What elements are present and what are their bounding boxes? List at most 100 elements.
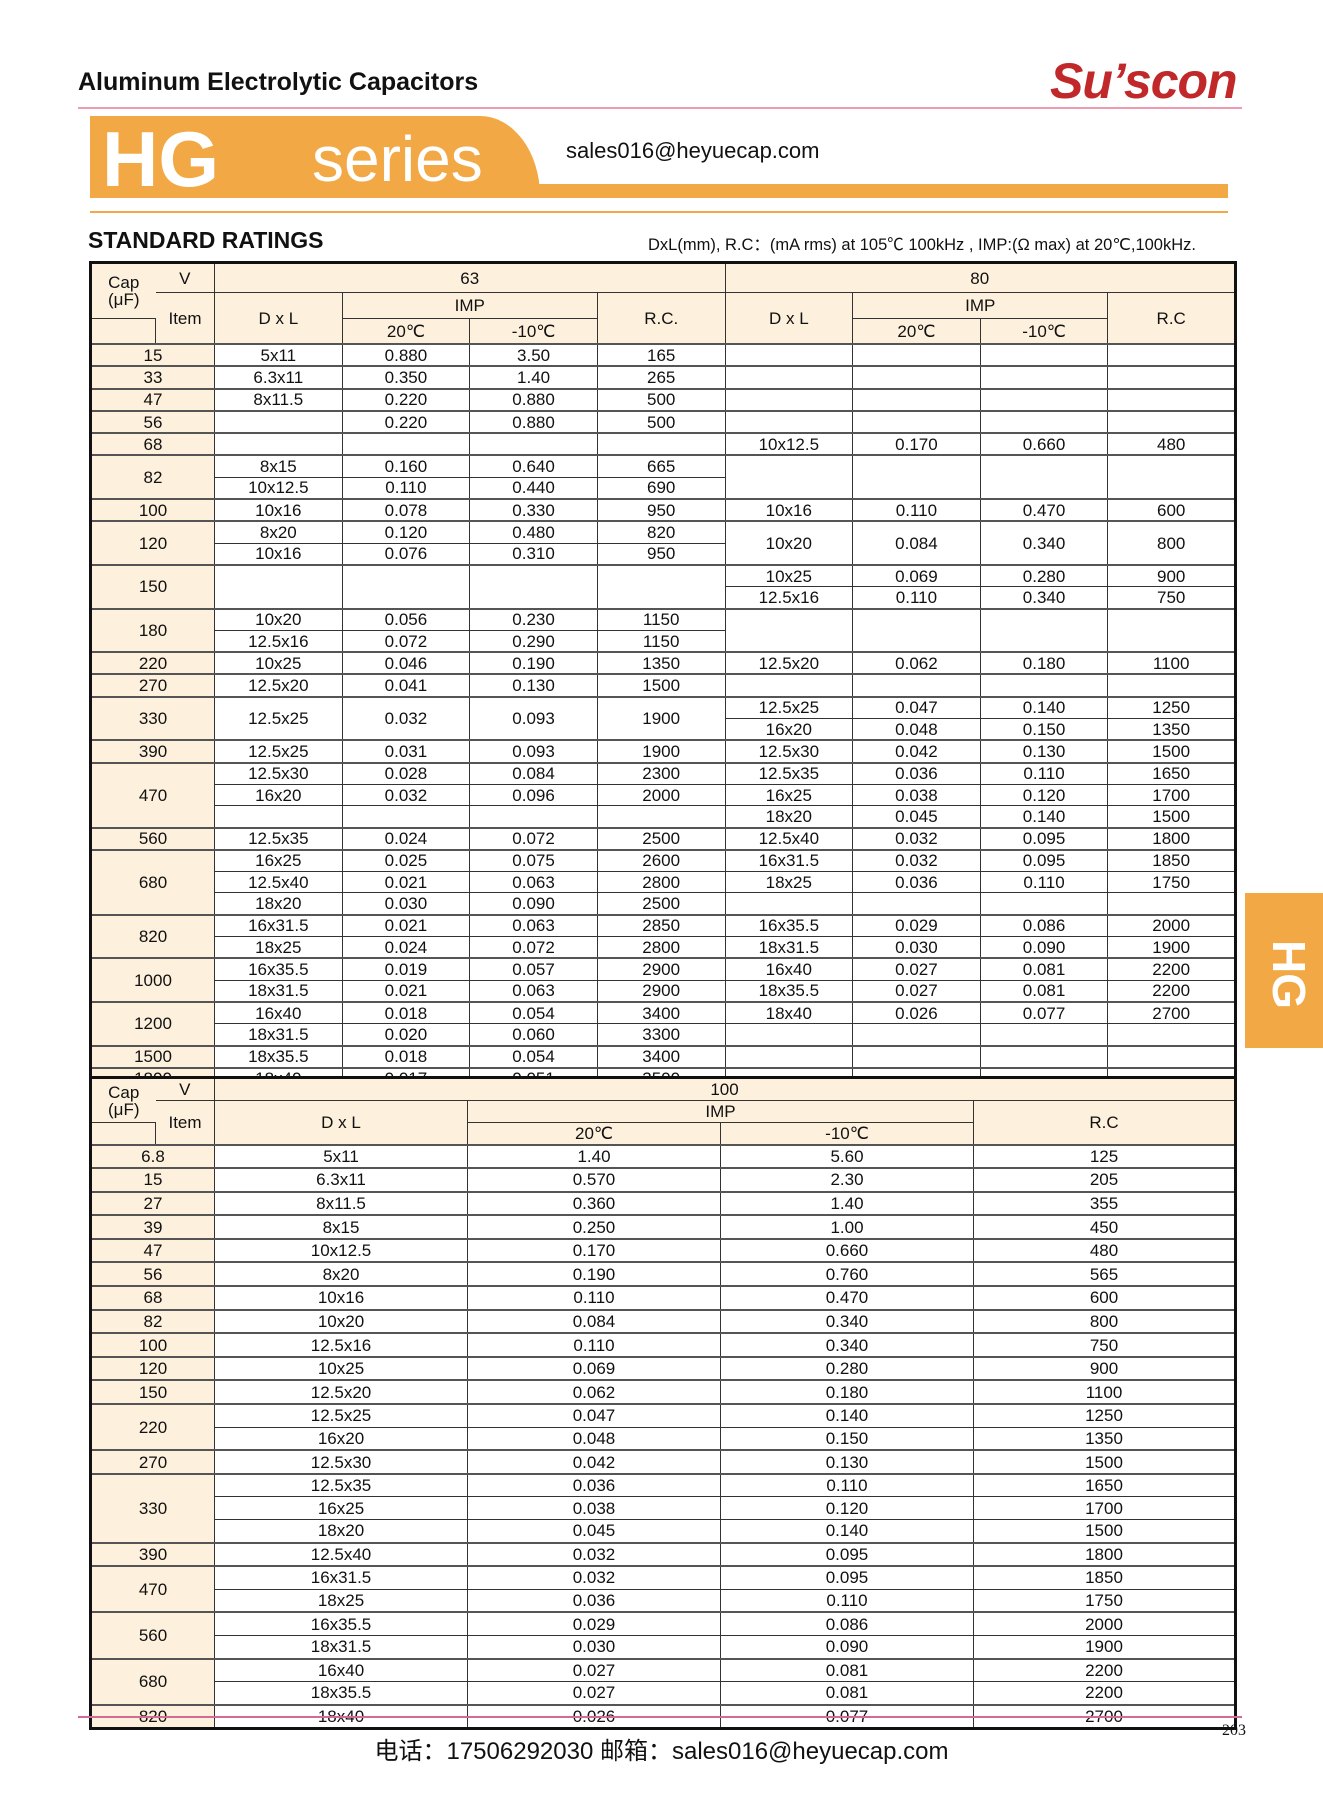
table-row: 47 10x12.5 0.170 0.660 480 [90,1237,1236,1263]
rc-cell: 1250 [1107,695,1236,720]
empty-cell [979,1044,1109,1069]
table-row: 180 10x20 0.056 0.230 1150 [90,607,1236,653]
cap-header: Cap (μF) [90,1077,156,1123]
rc-cell [1107,892,1236,916]
imp-minus10c-cell: 0.340 [979,586,1109,610]
table-row: 16x20 0.032 0.096 2000 16x25 0.038 0.120 1700 [91,783,1236,807]
capacitance-cell: 220 [90,1403,215,1451]
rc-cell: 2500 [596,892,726,916]
imp-20c-cell: 0.110 [467,1332,721,1358]
imp-20c-cell: 0.220 [341,387,471,412]
rc-cell: 600 [1107,498,1236,522]
imp-minus10c-cell: 0.640 [469,454,598,478]
contact-email: sales016@heyuecap.com [566,138,820,163]
empty-cell [979,342,1109,367]
imp-20c-cell: 0.030 [467,1634,721,1660]
empty-cell [852,454,981,500]
capacitance-cell: 270 [90,673,215,698]
dxl-cell: 16x40 [214,1000,343,1025]
dxl-cell: 16x40 [214,1657,468,1683]
dxl-cell: 18x25 [214,936,343,959]
imp-20c-cell: 0.078 [341,498,471,522]
capacitance-cell: 39 [90,1214,215,1240]
voltage-header: V [155,1077,215,1101]
dxl-cell: 12.5x35 [214,826,343,851]
capacitance-cell: 47 [90,1237,215,1263]
imp-minus10c-cell [979,892,1109,916]
imp-minus10c-cell: 0.290 [469,629,598,653]
table-row: 18x20 0.045 0.140 1500 [91,1518,1236,1544]
capacitance-cell: 120 [90,520,215,566]
rc-cell: 1100 [1107,651,1236,675]
rc-cell: 500 [596,409,726,434]
imp-20c-cell: 0.160 [341,454,471,478]
capacitance-cell: 220 [90,651,215,675]
imp-20c-cell: 0.062 [852,651,981,675]
table-row: 82 10x20 0.084 0.340 800 [90,1308,1236,1334]
imp-minus10c-cell: 0.140 [720,1518,974,1544]
imp-minus10c-cell: 0.095 [979,826,1109,851]
imp-minus10c-cell: 0.063 [469,979,598,1003]
table-row: 82 8x15 0.160 0.640 665 [90,454,1236,500]
dxl-header: D x L [214,292,343,345]
capacitance-cell: 68 [90,1285,215,1311]
table-row: 680 16x25 0.025 0.075 2600 16x31.5 0.032 0.095 1… [90,848,1236,916]
imp-minus10c-cell [469,805,598,829]
capacitance-cell: 82 [90,454,215,500]
imp-minus10c-cell: 0.130 [720,1449,974,1475]
capacitance-cell: 330 [90,1472,215,1544]
empty-cell [596,432,726,456]
footer-contact: 电话：17506292030 邮箱：sales016@heyuecap.com [374,1738,949,1765]
capacitance-cell: 270 [90,1449,215,1475]
imp-20c-cell: 0.030 [341,892,471,916]
imp-minus10c-cell: 0.110 [979,761,1109,785]
imp-20c-cell: 0.042 [852,739,981,764]
capacitance-cell: 150 [90,1379,215,1405]
rc-cell: 2900 [596,979,726,1003]
imp-20c-cell: 0.021 [341,979,471,1003]
table-row: 1500 18x35.5 0.018 0.054 3400 [90,1044,1236,1069]
imp-minus10c-cell: 0.054 [469,1000,598,1025]
dxl-cell: 16x31.5 [214,1565,468,1590]
rc-cell: 2500 [596,826,726,851]
table-row: 560 16x35.5 0.029 0.086 2000 [90,1611,1236,1660]
dxl-cell: 8x20 [214,520,343,544]
imp-minus10c-cell: 0.090 [469,892,598,916]
side-tab-label: HG [1263,940,1315,1009]
imp-20c-cell: 0.025 [341,848,471,873]
dxl-cell: 18x35.5 [214,1044,343,1069]
imp-20c-cell: 0.045 [467,1518,721,1544]
imp-20c-cell: 0.027 [852,979,981,1003]
imp-20c-cell: 0.120 [341,520,471,544]
imp-minus10c-cell: 0.077 [979,1000,1109,1025]
section-title: STANDARD RATINGS [88,227,324,253]
imp-20c-cell: 1.40 [467,1143,721,1169]
rc-cell: 2900 [596,957,726,981]
imp-minus10c-cell: 0.081 [979,979,1109,1003]
table-row: 16x20 0.048 0.150 1350 [91,1426,1236,1451]
imp-minus10c-cell: 0.660 [720,1237,974,1263]
dxl-cell: 16x31.5 [724,848,854,873]
rc-cell: 165 [596,342,726,367]
imp-header: IMP [341,292,598,319]
table-row: 12.5x16 0.072 0.290 1150 [91,629,1236,653]
dxl-cell: 18x25 [724,871,854,894]
imp-20c-cell: 0.036 [467,1472,721,1498]
table-row: 68 10x12.5 0.170 0.660 480 [90,432,1236,456]
rc-header: R.C. [596,292,726,345]
imp-20c-cell: 0.032 [852,826,981,851]
imp-minus10c-cell: 0.095 [720,1541,974,1567]
rc-cell: 2600 [596,848,726,873]
imp-minus10c-cell: 0.310 [469,542,598,566]
imp-20c-cell: 0.110 [467,1285,721,1311]
table-row: 100 10x16 0.078 0.330 950 10x16 0.110 0.470 600 [90,498,1236,522]
empty-cell [724,409,854,434]
imp-minus10c-cell: 0.120 [720,1496,974,1520]
table-row: 56 0.220 0.880 500 [90,409,1236,434]
dxl-cell: 16x25 [724,783,854,807]
empty-cell [979,673,1109,698]
rc-cell: 2000 [596,783,726,807]
imp-20c-cell: 0.069 [852,563,981,588]
cap-header: Cap (μF) [90,262,156,319]
rc-cell: 1100 [973,1379,1236,1405]
